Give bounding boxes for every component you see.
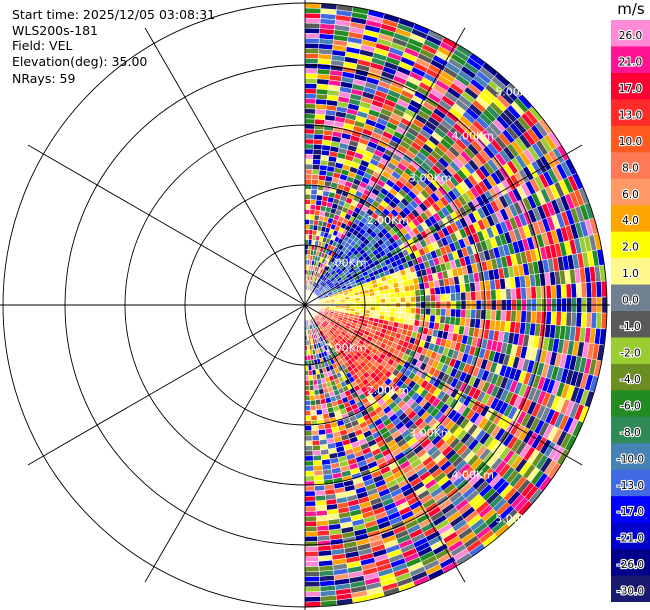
range-label: 4.00Km bbox=[451, 129, 493, 142]
azimuth-spoke bbox=[304, 304, 583, 466]
colorbar-swatch bbox=[611, 390, 650, 418]
colorbar-swatch bbox=[611, 152, 650, 180]
instrument-label: WLS200s-181 bbox=[12, 23, 98, 38]
velocity-cells bbox=[304, 3, 608, 606]
colorbar-swatch bbox=[611, 522, 650, 550]
colorbar-swatch bbox=[611, 205, 650, 233]
range-label: 5.00Km bbox=[495, 86, 537, 99]
colorbar-tick-label: 13.0 bbox=[619, 109, 642, 121]
colorbar-tick-label: -21.0 bbox=[617, 533, 644, 545]
range-label: 1.00Km bbox=[324, 341, 366, 354]
colorbar-swatch bbox=[611, 20, 650, 47]
colorbar-tick-label: 17.0 bbox=[619, 83, 642, 95]
colorbar-swatch bbox=[611, 46, 650, 74]
range-label: 4.00Km bbox=[451, 469, 493, 482]
colorbar-swatch bbox=[611, 99, 650, 127]
colorbar-swatch bbox=[611, 575, 650, 602]
colorbar-tick-label: 4.0 bbox=[622, 215, 639, 227]
colorbar-tick-label: -13.0 bbox=[617, 480, 644, 492]
colorbar-tick-label: -6.0 bbox=[620, 400, 641, 412]
colorbar-tick-label: 2.0 bbox=[622, 242, 639, 254]
colorbar-swatch bbox=[611, 337, 650, 365]
colorbar-swatch bbox=[611, 284, 650, 312]
colorbar-swatch bbox=[611, 125, 650, 153]
colorbar-tick-label: -26.0 bbox=[617, 559, 644, 571]
colorbar-tick-label: 8.0 bbox=[622, 162, 639, 174]
colorbar-tick-label: -17.0 bbox=[617, 506, 644, 518]
range-label: 1.00Km bbox=[324, 257, 366, 270]
colorbar-tick-label: 1.0 bbox=[622, 268, 639, 280]
range-label: 2.00Km bbox=[367, 384, 409, 397]
colorbar-swatch bbox=[611, 231, 650, 259]
colorbar-tick-label: -4.0 bbox=[620, 374, 641, 386]
colorbar: 26.0 21.0 17.0 13.0 10.0 8.0 6.0 4.0 2.0 1.0 0.0 -1… bbox=[611, 20, 650, 602]
range-label: 3.00Km bbox=[409, 426, 451, 439]
azimuth-spoke bbox=[27, 144, 306, 306]
elevation-label: Elevation(deg): 35.00 bbox=[12, 54, 148, 69]
radial-velocity-field bbox=[304, 2, 608, 608]
colorbar-swatch bbox=[611, 416, 650, 444]
colorbar-tick-label: 0.0 bbox=[622, 295, 639, 307]
azimuth-spoke bbox=[304, 304, 466, 583]
range-labels: 1.00Km 1.00Km 2.00Km 2.00Km 3.00Km 3.00Km 4.00… bbox=[324, 86, 538, 526]
colorbar-swatch bbox=[611, 443, 650, 471]
field-label: Field: VEL bbox=[12, 38, 73, 53]
colorbar-tick-label: -10.0 bbox=[617, 453, 644, 465]
colorbar-swatch bbox=[611, 496, 650, 524]
nrays-label: NRays: 59 bbox=[12, 71, 76, 86]
start-time-label: Start time: 2025/12/05 03:08:31 bbox=[12, 7, 216, 22]
range-label: 2.00Km bbox=[367, 214, 409, 227]
colorbar-tick-label: -8.0 bbox=[620, 427, 641, 439]
colorbar-swatch bbox=[611, 258, 650, 286]
range-label: 5.00Km bbox=[495, 513, 537, 526]
colorbar-tick-label: -30.0 bbox=[617, 586, 644, 598]
colorbar-tick-label: 26.0 bbox=[619, 30, 642, 42]
colorbar-swatch bbox=[611, 549, 650, 577]
azimuth-spoke bbox=[144, 304, 306, 583]
azimuth-spoke bbox=[304, 144, 583, 306]
colorbar-unit: m/s bbox=[617, 0, 645, 18]
ppi-plot: 1.00Km 1.00Km 2.00Km 2.00Km 3.00Km 3.00Km 4.00… bbox=[0, 0, 610, 610]
colorbar-swatch bbox=[611, 469, 650, 497]
polar-grid bbox=[0, 0, 610, 610]
colorbar-tick-label: -1.0 bbox=[620, 321, 641, 333]
colorbar-tick-label: -2.0 bbox=[620, 348, 641, 360]
range-label: 3.00Km bbox=[409, 172, 451, 185]
colorbar-tick-label: 21.0 bbox=[619, 57, 642, 69]
colorbar-tick-label: 10.0 bbox=[619, 136, 642, 148]
azimuth-spoke bbox=[304, 27, 466, 306]
colorbar-swatch bbox=[611, 178, 650, 206]
azimuth-spoke bbox=[144, 27, 306, 306]
azimuth-spoke bbox=[27, 304, 306, 466]
colorbar-tick-label: 6.0 bbox=[622, 189, 639, 201]
colorbar-swatch bbox=[611, 363, 650, 391]
colorbar-swatch bbox=[611, 311, 650, 338]
colorbar-swatch bbox=[611, 72, 650, 100]
